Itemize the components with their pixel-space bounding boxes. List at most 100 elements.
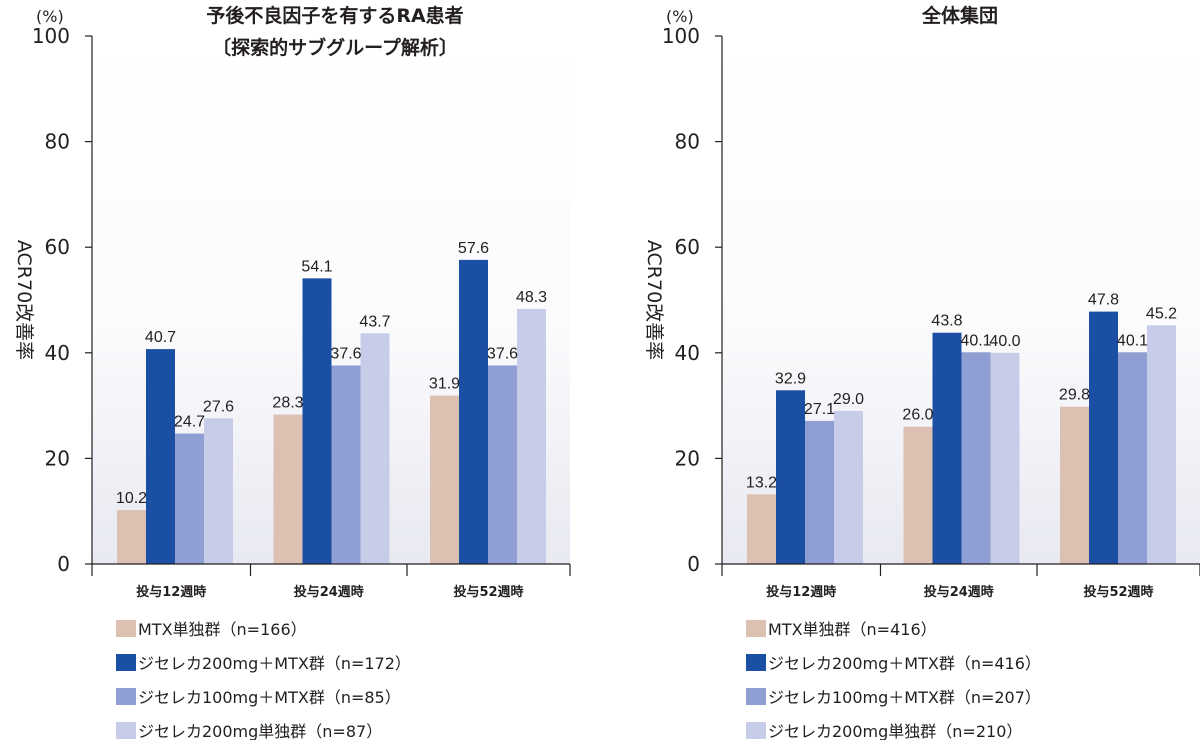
y-tick-label: 100 xyxy=(662,24,700,48)
bar xyxy=(932,332,962,564)
data-labels: 10.2 40.7 24.727.6 28.3 54.1 37.6 43.7 31.9 57.6… xyxy=(116,240,547,507)
legend-label: ジセレカ100mg＋MTX群（n=85） xyxy=(138,688,401,707)
bar xyxy=(273,414,303,564)
y-axis-label: ACR70改善率 xyxy=(13,240,35,360)
bar xyxy=(146,349,175,564)
bar xyxy=(747,494,776,564)
legend-swatch xyxy=(746,688,766,705)
y-tick-label: 0 xyxy=(687,552,700,576)
bar xyxy=(1147,325,1176,564)
y-tick-label: 100 xyxy=(32,24,70,48)
bar-value-label: 13.2 xyxy=(746,474,777,491)
bar-value-label: 28.3 xyxy=(272,395,303,412)
bar-value-label: 40.1 xyxy=(960,332,991,349)
chart-title: 予後不良因子を有するRA患者 xyxy=(206,4,463,27)
bar-value-label: 40.7 xyxy=(145,329,176,346)
bar-value-label: 47.8 xyxy=(1088,292,1119,309)
legend-label: ジセレカ200mg単独群（n=210） xyxy=(768,722,1022,740)
bar xyxy=(1060,406,1089,564)
bar xyxy=(961,352,991,564)
legend: MTX単独群（n=166） ジセレカ200mg＋MTX群（n=172） ジセレカ10… xyxy=(116,620,411,741)
chart-1: (%) 予後不良因子を有するRA患者 〔探索的サブグループ解析〕 ACR70改善… xyxy=(13,4,571,741)
bar xyxy=(1118,352,1147,564)
bar-value-label: 57.6 xyxy=(458,240,489,257)
bar-value-label: 45.2 xyxy=(1146,305,1177,322)
x-axis: 投与12週時 投与24週時 投与52週時 xyxy=(91,564,571,600)
x-tick-label: 投与12週時 xyxy=(766,584,836,600)
x-tick-label: 投与24週時 xyxy=(924,584,994,600)
bar-value-label: 37.6 xyxy=(330,345,361,362)
bar xyxy=(517,308,546,564)
bar xyxy=(360,333,390,564)
bar-value-label: 27.6 xyxy=(203,398,234,415)
legend-swatch xyxy=(746,620,766,637)
y-unit-label: (%) xyxy=(666,7,694,26)
legend-label: ジセレカ200mg＋MTX群（n=416） xyxy=(768,654,1041,673)
y-axis: 0 20 40 60 80 100 xyxy=(662,24,722,576)
bar-value-label: 40.0 xyxy=(989,333,1020,350)
bar-value-label: 43.7 xyxy=(359,313,390,330)
bar xyxy=(834,410,863,564)
bar-value-label: 43.8 xyxy=(931,313,962,330)
y-tick-label: 0 xyxy=(57,552,70,576)
legend-swatch xyxy=(116,722,136,739)
bar-value-label: 26.0 xyxy=(902,407,933,424)
bar xyxy=(302,278,332,564)
y-tick-label: 20 xyxy=(45,446,70,470)
x-tick-label: 投与12週時 xyxy=(136,584,206,600)
bar xyxy=(488,365,517,564)
bar xyxy=(459,259,488,564)
bar-value-label: 31.9 xyxy=(429,376,460,393)
bar xyxy=(903,426,933,564)
bar-group xyxy=(117,259,546,564)
legend-label: ジセレカ200mg＋MTX群（n=172） xyxy=(138,654,411,673)
y-tick-label: 80 xyxy=(675,130,700,154)
x-tick-label: 投与24週時 xyxy=(294,584,364,600)
legend-label: ジセレカ100mg＋MTX群（n=207） xyxy=(768,688,1041,707)
legend-label: MTX単独群（n=416） xyxy=(768,620,937,639)
bar-value-label: 37.6 xyxy=(487,345,518,362)
legend-swatch xyxy=(116,688,136,705)
y-axis-label: ACR70改善率 xyxy=(643,240,665,360)
bar-value-label: 29.8 xyxy=(1059,387,1090,404)
bar xyxy=(175,433,204,564)
data-labels: 13.232.927.129.026.043.840.140.029.847.8… xyxy=(746,292,1177,492)
y-axis: 0 20 40 60 80 100 xyxy=(32,24,92,576)
x-tick-label: 投与52週時 xyxy=(453,584,523,600)
bar xyxy=(117,510,146,564)
chart-title: 全体集団 xyxy=(921,4,998,27)
bar xyxy=(990,352,1020,564)
legend-swatch xyxy=(116,620,136,637)
y-tick-label: 80 xyxy=(45,130,70,154)
legend-swatch xyxy=(116,654,136,671)
bar-value-label: 32.9 xyxy=(775,370,806,387)
legend: MTX単独群（n=416） ジセレカ200mg＋MTX群（n=416） ジセレカ10… xyxy=(746,620,1041,741)
bar xyxy=(1089,311,1118,564)
y-tick-label: 40 xyxy=(45,341,70,365)
y-tick-label: 40 xyxy=(675,341,700,365)
x-tick-label: 投与52週時 xyxy=(1083,584,1153,600)
bar-value-label: 24.7 xyxy=(174,414,205,431)
legend-label: ジセレカ200mg単独群（n=87） xyxy=(138,722,382,740)
bar-value-label: 29.0 xyxy=(833,391,864,408)
bar-value-label: 54.1 xyxy=(301,258,332,275)
legend-label: MTX単独群（n=166） xyxy=(138,620,307,639)
bar xyxy=(776,390,805,564)
y-tick-label: 60 xyxy=(675,235,700,259)
bar xyxy=(430,395,459,564)
bar xyxy=(204,418,233,564)
bar-value-label: 27.1 xyxy=(804,401,835,418)
y-unit-label: (%) xyxy=(36,7,64,26)
bar-value-label: 48.3 xyxy=(516,289,547,306)
legend-swatch xyxy=(746,654,766,671)
y-tick-label: 60 xyxy=(45,235,70,259)
x-axis: 投与12週時 投与24週時 投与52週時 xyxy=(721,564,1200,600)
chart-2: (%) 全体集団 ACR70改善率 0 20 40 60 80 100 13.2 32.9 2… xyxy=(643,4,1200,741)
y-tick-label: 20 xyxy=(675,446,700,470)
bar-value-label: 40.1 xyxy=(1117,332,1148,349)
bar xyxy=(331,365,361,564)
bar-value-label: 10.2 xyxy=(116,490,147,507)
bar xyxy=(805,420,834,564)
chart-subtitle: 〔探索的サブグループ解析〕 xyxy=(212,36,458,59)
